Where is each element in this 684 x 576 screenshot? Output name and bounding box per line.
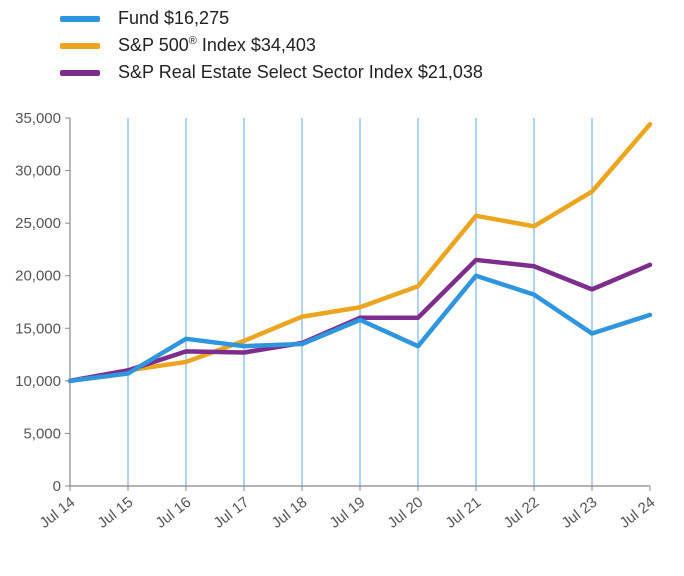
x-tick-label: Jul 22 [500, 494, 542, 532]
x-tick-label: Jul 24 [616, 494, 658, 532]
legend-swatch [60, 43, 100, 49]
x-tick-label: Jul 23 [558, 494, 600, 532]
legend-item: S&P 500® Index $34,403 [60, 35, 483, 56]
x-tick-label: Jul 21 [442, 494, 484, 532]
x-tick-label: Jul 14 [36, 494, 78, 532]
legend-swatch [60, 16, 100, 22]
x-tick-label: Jul 17 [210, 494, 252, 532]
legend-item: S&P Real Estate Select Sector Index $21,… [60, 62, 483, 83]
x-tick-label: Jul 19 [326, 494, 368, 532]
legend-label: S&P Real Estate Select Sector Index $21,… [118, 62, 483, 83]
x-tick-label: Jul 15 [94, 494, 136, 532]
legend-label: Fund $16,275 [118, 8, 229, 29]
x-tick-label: Jul 16 [152, 494, 194, 532]
y-tick-label: 10,000 [15, 373, 61, 390]
y-tick-label: 35,000 [15, 110, 61, 127]
legend-item: Fund $16,275 [60, 8, 483, 29]
y-tick-label: 15,000 [15, 320, 61, 337]
y-tick-label: 20,000 [15, 268, 61, 285]
growth-chart: Fund $16,275 S&P 500® Index $34,403 S&P Re… [0, 0, 684, 576]
y-tick-label: 0 [53, 478, 61, 495]
y-tick-label: 30,000 [15, 163, 61, 180]
x-tick-label: Jul 18 [268, 494, 310, 532]
legend-swatch [60, 70, 100, 76]
legend: Fund $16,275 S&P 500® Index $34,403 S&P Re… [60, 8, 483, 89]
y-tick-label: 25,000 [15, 215, 61, 232]
x-tick-label: Jul 20 [384, 494, 426, 532]
y-tick-label: 5,000 [23, 425, 61, 442]
legend-label: S&P 500® Index $34,403 [118, 35, 316, 56]
